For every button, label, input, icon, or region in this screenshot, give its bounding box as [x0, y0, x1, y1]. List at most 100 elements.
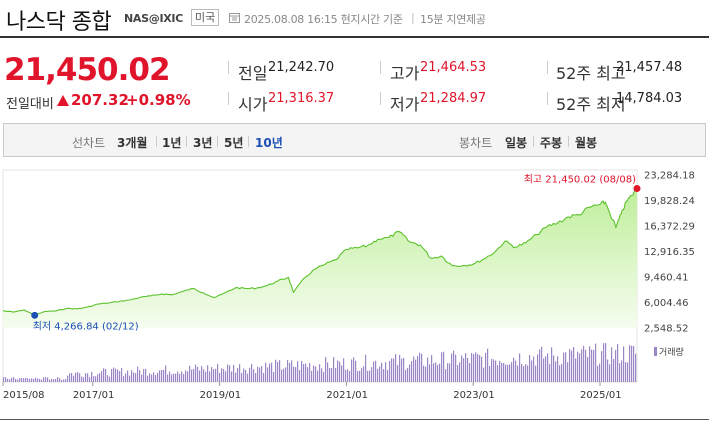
volume-bar: [189, 365, 191, 382]
volume-bar: [483, 367, 485, 382]
volume-bar: [75, 372, 77, 382]
volume-bar: [481, 356, 483, 382]
volume-bar: [321, 368, 323, 382]
range-10y-button[interactable]: 10년: [255, 136, 283, 150]
volume-bar: [399, 355, 401, 382]
volume-bar: [461, 355, 463, 382]
volume-bar: [345, 369, 347, 382]
volume-bar: [491, 358, 493, 382]
price-line: [2, 188, 638, 316]
weekly-candle-button[interactable]: 주봉: [540, 136, 563, 150]
volume-bar: [237, 368, 239, 382]
volume-bar: [85, 373, 87, 382]
volume-bar: [525, 364, 527, 382]
volume-bar: [531, 360, 533, 382]
volume-bar: [227, 364, 229, 382]
volume-bar: [253, 369, 255, 382]
volume-bar: [619, 363, 621, 382]
stat-divider: [547, 92, 548, 105]
volume-bar: [73, 375, 75, 382]
volume-bar: [561, 363, 563, 382]
volume-bar: [225, 371, 227, 382]
volume-bar: [259, 367, 261, 382]
volume-bar: [291, 360, 293, 382]
page-title: 나스닥 종합: [6, 10, 112, 35]
volume-bar: [229, 365, 231, 382]
volume-bar: [477, 353, 479, 382]
x-tick-label: 2025/01: [580, 390, 622, 401]
stat-label-low: 저가: [390, 95, 420, 114]
volume-bar: [635, 353, 637, 382]
high-annotation: 최고 21,450.02 (08/08): [524, 174, 636, 186]
volume-bar: [11, 377, 13, 382]
volume-bar: [261, 365, 263, 382]
volume-bar: [513, 357, 515, 382]
volume-bar: [19, 378, 21, 382]
volume-bar: [397, 365, 399, 382]
volume-bar: [117, 369, 119, 382]
range-1y-button[interactable]: 1년: [162, 136, 182, 150]
low-marker: [31, 311, 39, 319]
volume-bar: [35, 377, 37, 382]
stat-divider: [228, 92, 229, 105]
x-tick-label: 2017/01: [73, 390, 115, 401]
volume-bar: [631, 345, 633, 382]
volume-bar: [585, 349, 587, 382]
volume-bar: [607, 359, 609, 382]
volume-bar: [453, 350, 455, 382]
range-3m-button[interactable]: 3개월: [117, 136, 148, 150]
range-5y-button[interactable]: 5년: [224, 136, 244, 150]
volume-bar: [583, 345, 585, 382]
volume-bar: [353, 357, 355, 382]
range-3y-button[interactable]: 3년: [193, 136, 213, 150]
volume-bar: [411, 361, 413, 382]
volume-bar: [451, 353, 453, 382]
volume-bar: [285, 367, 287, 382]
volume-bar: [315, 366, 317, 382]
volume-bar: [377, 368, 379, 382]
volume-bar: [101, 370, 103, 382]
y-tick-label: 9,460.41: [644, 273, 689, 284]
volume-bar: [205, 371, 207, 382]
volume-bar: [5, 377, 7, 382]
volume-bar: [405, 369, 407, 382]
volume-bar: [381, 362, 383, 382]
volume-bar: [369, 370, 371, 382]
volume-bar: [153, 372, 155, 382]
volume-bar: [357, 371, 359, 382]
volume-bar: [551, 347, 553, 382]
volume-bar: [389, 360, 391, 382]
volume-bar: [309, 362, 311, 382]
volume-bar: [57, 377, 59, 382]
y-tick-label: 19,828.24: [644, 196, 695, 207]
volume-bar: [245, 370, 247, 382]
volume-bar: [27, 378, 29, 382]
volume-bar: [125, 373, 127, 382]
monthly-candle-button[interactable]: 월봉: [575, 136, 598, 150]
volume-bar: [493, 359, 495, 382]
volume-bar: [617, 343, 619, 382]
volume-bar: [265, 362, 267, 382]
volume-bar: [623, 346, 625, 382]
volume-bar: [51, 378, 53, 382]
volume-bar: [441, 352, 443, 382]
volume-bar: [469, 363, 471, 382]
volume-bar: [293, 366, 295, 382]
volume-bar: [279, 360, 281, 382]
volume-bar: [337, 360, 339, 382]
stat-value-low: 21,284.97: [420, 91, 487, 106]
stat-value-high: 21,464.53: [420, 60, 487, 75]
volume-bar: [569, 349, 571, 382]
volume-bar: [187, 371, 189, 382]
volume-bar: [161, 369, 163, 382]
volume-bar: [391, 358, 393, 382]
control-separator: [186, 136, 187, 147]
volume-bar: [535, 365, 537, 382]
volume-bar: [447, 363, 449, 382]
volume-bar: [173, 373, 175, 382]
volume-bar: [501, 362, 503, 382]
daily-candle-button[interactable]: 일봉: [505, 136, 528, 150]
volume-bar: [133, 372, 135, 382]
volume-bar: [371, 367, 373, 382]
volume-bar: [191, 369, 193, 382]
